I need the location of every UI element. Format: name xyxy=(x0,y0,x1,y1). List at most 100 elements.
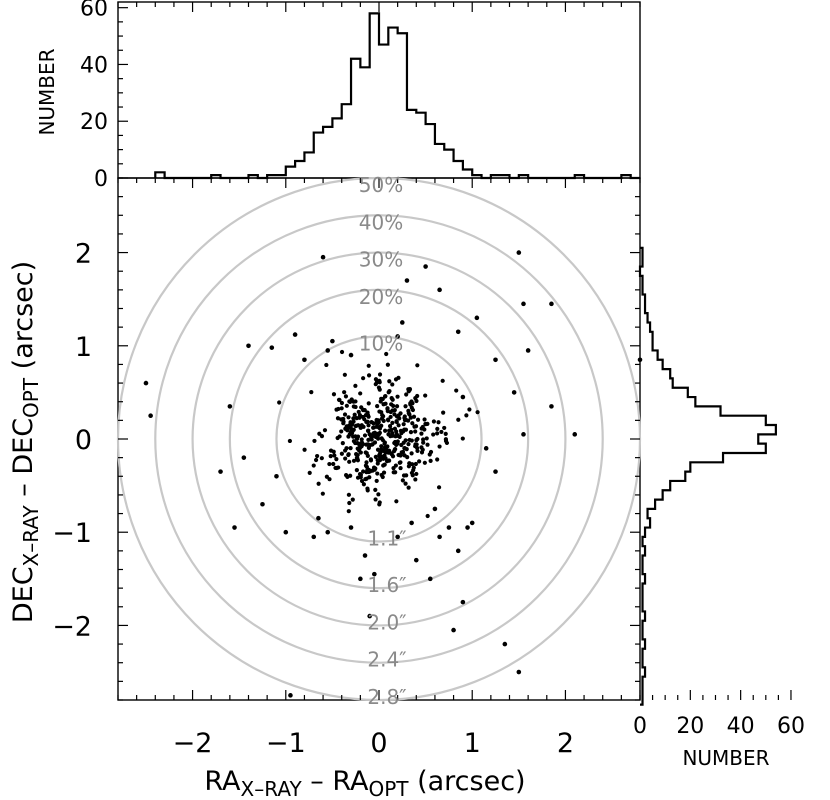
right-histogram-tick-labels: 0 20 40 60 xyxy=(633,714,805,739)
scatter-point xyxy=(406,389,411,394)
x-axis-label-sub2: OPT xyxy=(368,777,409,800)
scatter-point xyxy=(362,433,368,438)
scatter-point xyxy=(440,378,445,383)
scatter-point xyxy=(342,390,347,395)
scatter-point xyxy=(389,402,394,407)
x-tick-label: −2 xyxy=(173,728,213,759)
scatter-point xyxy=(404,278,410,283)
scatter-point xyxy=(406,442,411,447)
scatter-point xyxy=(375,471,380,476)
y-tick-labels: 2 1 0 −1 −2 xyxy=(52,239,92,643)
scatter-point xyxy=(378,450,383,456)
scatter-point xyxy=(283,529,289,535)
scatter-point xyxy=(417,459,422,464)
scatter-point xyxy=(398,460,403,465)
scatter-point xyxy=(335,435,340,441)
scatter-point xyxy=(408,430,414,435)
scatter-point xyxy=(372,571,377,577)
scatter-point xyxy=(392,447,397,452)
ring-percent-label: 30% xyxy=(359,248,403,272)
top-histogram-panel: 0 20 40 60 NUMBER xyxy=(35,0,641,192)
x-tick-label: −1 xyxy=(266,728,306,759)
scatter-point xyxy=(346,434,351,439)
scatter-point xyxy=(362,553,368,558)
scatter-point xyxy=(475,410,480,415)
scatter-point xyxy=(366,423,371,428)
scatter-point xyxy=(342,412,348,417)
scatter-point xyxy=(381,402,386,407)
scatter-point xyxy=(469,520,475,526)
scatter-point xyxy=(427,576,433,582)
scatter-point xyxy=(382,440,387,445)
scatter-point xyxy=(455,548,461,554)
scatter-ticks xyxy=(117,177,641,701)
ring-radius-label: 1.6″ xyxy=(367,573,406,597)
scatter-point xyxy=(415,436,420,442)
scatter-point xyxy=(415,417,421,422)
scatter-point xyxy=(413,429,418,434)
scatter-point xyxy=(411,414,417,419)
scatter-point xyxy=(399,442,404,448)
scatter-point xyxy=(393,470,398,475)
scatter-point xyxy=(358,425,363,430)
scatter-point xyxy=(347,459,352,464)
scatter-point xyxy=(360,442,366,447)
scatter-point xyxy=(339,406,344,411)
scatter-point xyxy=(454,388,459,393)
top-y-tick-label: 0 xyxy=(94,167,108,192)
scatter-point xyxy=(414,471,419,477)
scatter-point xyxy=(373,497,378,502)
scatter-point xyxy=(302,357,307,363)
x-axis-label-main: RA xyxy=(204,766,241,797)
x-axis-label-tail: (arcsec) xyxy=(409,766,526,797)
scatter-point xyxy=(143,380,149,386)
scatter-point xyxy=(397,434,402,439)
scatter-point xyxy=(364,476,369,481)
scatter-point xyxy=(441,410,446,415)
x-tick-label: 0 xyxy=(370,728,387,759)
confidence-ring xyxy=(191,251,567,627)
scatter-point xyxy=(346,415,351,420)
scatter-point xyxy=(396,413,401,418)
scatter-point xyxy=(436,420,441,425)
scatter-point xyxy=(355,475,361,480)
scatter-point xyxy=(331,461,336,467)
scatter-point xyxy=(307,470,312,475)
scatter-point xyxy=(395,334,400,339)
scatter-point xyxy=(339,400,345,406)
scatter-point xyxy=(516,250,522,255)
scatter-point xyxy=(413,461,418,467)
scatter-point xyxy=(460,394,466,400)
scatter-point xyxy=(309,389,314,395)
scatter-point xyxy=(403,481,408,486)
scatter-point xyxy=(493,357,498,363)
x-axis-label: RAX–RAY – RAOPT (arcsec) xyxy=(204,766,525,800)
scatter-point xyxy=(353,383,358,388)
scatter-point xyxy=(350,420,355,425)
scatter-point xyxy=(351,439,357,444)
scatter-point xyxy=(394,419,399,424)
scatter-point xyxy=(362,408,367,413)
scatter-point xyxy=(431,432,436,437)
scatter-point xyxy=(373,382,378,387)
scatter-point xyxy=(344,446,349,451)
y-axis-label-sub2: OPT xyxy=(19,377,43,418)
scatter-point xyxy=(373,487,378,492)
scatter-point xyxy=(357,415,362,420)
scatter-point xyxy=(409,520,414,526)
scatter-point xyxy=(413,477,418,482)
confidence-ring xyxy=(154,214,604,664)
scatter-point xyxy=(371,425,376,430)
scatter-point xyxy=(439,429,444,435)
scatter-point xyxy=(377,372,383,377)
scatter-point xyxy=(411,468,416,473)
scatter-point xyxy=(357,472,363,477)
top-histogram-step-line xyxy=(154,12,640,180)
scatter-point xyxy=(402,446,407,451)
scatter-point xyxy=(467,407,472,412)
scatter-point xyxy=(311,463,316,468)
scatter-point xyxy=(277,400,282,405)
scatter-point xyxy=(232,525,237,530)
scatter-point xyxy=(367,432,372,437)
scatter-point xyxy=(419,445,424,450)
